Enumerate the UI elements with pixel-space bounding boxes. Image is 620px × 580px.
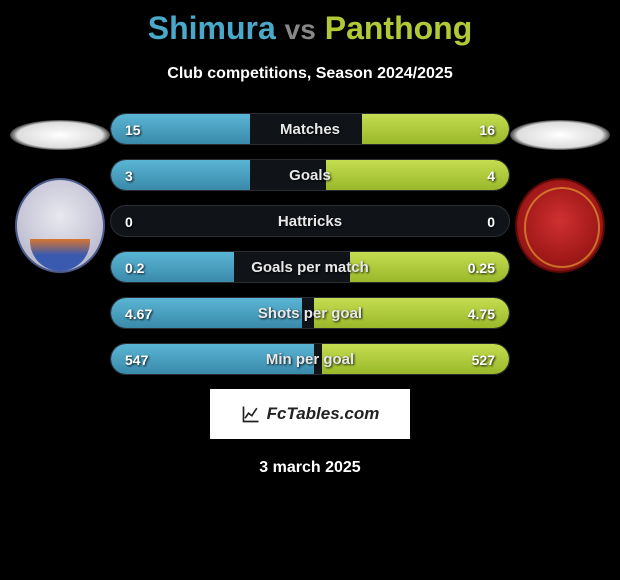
left-crest-column [5,120,115,273]
ellipse-shadow-right [510,120,610,150]
stat-row: 547527Min per goal [110,343,510,375]
comparison-infographic: Shimura vs Panthong Club competitions, S… [0,0,620,580]
team-crest-left [15,178,105,273]
ellipse-shadow-left [10,120,110,150]
player1-name: Shimura [148,10,276,46]
vs-text: vs [285,14,316,45]
stat-label: Hattricks [111,206,509,236]
stat-label: Min per goal [111,344,509,374]
stats-bars: 1516Matches 34Goals 00Hattricks 0.20.25Goal… [110,113,510,375]
stat-row: 34Goals [110,159,510,191]
stat-label: Shots per goal [111,298,509,328]
team-crest-right [515,178,605,273]
stat-row: 0.20.25Goals per match [110,251,510,283]
stat-row: 00Hattricks [110,205,510,237]
brand-text: FcTables.com [267,404,380,424]
chart-icon [241,404,261,424]
page-title: Shimura vs Panthong [0,10,620,47]
stat-row: 1516Matches [110,113,510,145]
stat-label: Goals [111,160,509,190]
subtitle: Club competitions, Season 2024/2025 [0,65,620,83]
player2-name: Panthong [325,10,473,46]
brand-box: FcTables.com [210,389,410,439]
stat-label: Matches [111,114,509,144]
date-text: 3 march 2025 [0,459,620,477]
stat-label: Goals per match [111,252,509,282]
stat-row: 4.674.75Shots per goal [110,297,510,329]
right-crest-column [505,120,615,273]
